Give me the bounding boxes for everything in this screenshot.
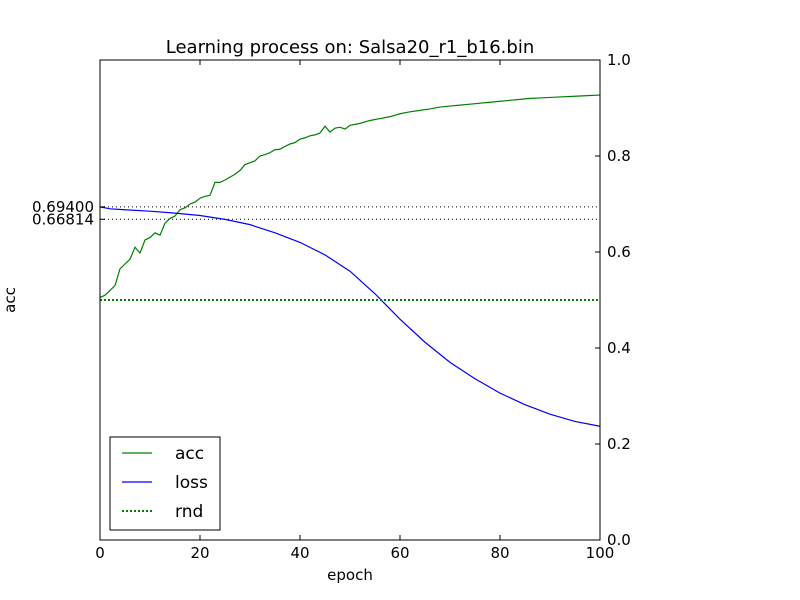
legend-label-acc: acc (175, 444, 204, 464)
y-axis-label: acc (1, 287, 19, 313)
x-tick-label: 60 (390, 544, 409, 562)
y-tick-label: 0.8 (607, 147, 631, 165)
legend-label-loss: loss (175, 473, 208, 493)
series-line-loss (99, 206, 601, 427)
plot-frame (99, 59, 601, 541)
x-axis-label: epoch (327, 566, 373, 584)
x-tick-label: 0 (95, 544, 105, 562)
left-axis-label: 0.66814 (32, 210, 94, 228)
x-tick-label: 80 (490, 544, 509, 562)
y-tick-label: 0.2 (607, 435, 631, 453)
y-tick-label: 0.4 (607, 339, 631, 357)
y-tick-label: 0.0 (607, 531, 631, 549)
x-tick-label: 100 (586, 544, 615, 562)
left-axis-label: 0.69400 (32, 198, 94, 216)
x-tick-label: 40 (290, 544, 309, 562)
chart-title: Learning process on: Salsa20_r1_b16.bin (166, 37, 534, 58)
x-tick-label: 20 (190, 544, 209, 562)
legend-label-rnd: rnd (175, 502, 203, 522)
series-line-acc (99, 94, 601, 299)
y-tick-label: 0.6 (607, 243, 631, 261)
legend: acc loss rnd (109, 436, 221, 531)
y-tick-label: 1.0 (607, 51, 631, 69)
